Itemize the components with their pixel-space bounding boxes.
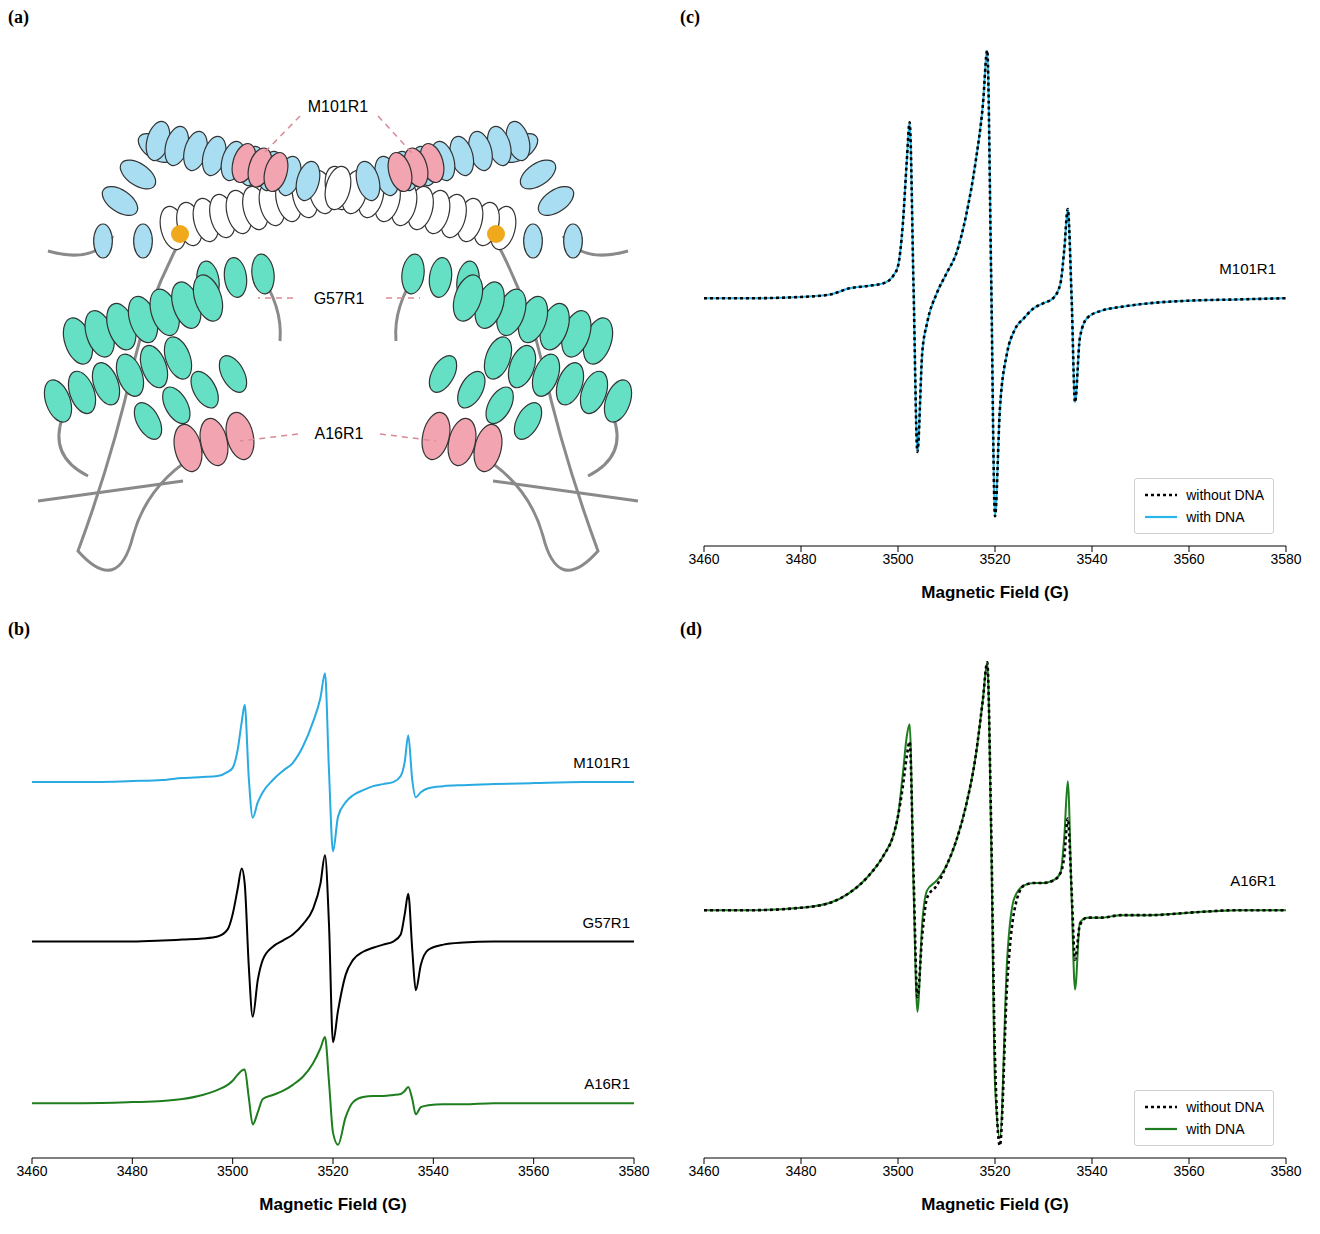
svg-text:3560: 3560 (518, 1163, 549, 1179)
svg-text:3520: 3520 (979, 1163, 1010, 1179)
svg-text:3540: 3540 (418, 1163, 449, 1179)
html-text:with DNA: with DNA (1186, 1121, 1245, 1137)
svg-text:3540: 3540 (1076, 551, 1107, 567)
svg-text:3500: 3500 (217, 1163, 248, 1179)
html-text:without DNA: without DNA (1186, 1099, 1264, 1115)
svg-text:3480: 3480 (785, 551, 816, 567)
svg-text:Magnetic Field (G): Magnetic Field (G) (921, 1195, 1068, 1214)
svg-text:3500: 3500 (882, 1163, 913, 1179)
html-text:M101R1: M101R1 (1219, 260, 1276, 277)
svg-text:3480: 3480 (785, 1163, 816, 1179)
svg-text:3460: 3460 (688, 1163, 719, 1179)
svg-text:3560: 3560 (1173, 1163, 1204, 1179)
html-text:A16R1: A16R1 (1230, 872, 1276, 889)
svg-text:3540: 3540 (1076, 1163, 1107, 1179)
svg-text:M101R1: M101R1 (573, 754, 630, 771)
html-text:without DNA: without DNA (1186, 487, 1264, 503)
svg-text:G57R1: G57R1 (314, 290, 365, 307)
svg-text:3460: 3460 (16, 1163, 47, 1179)
svg-text:Magnetic Field (G): Magnetic Field (G) (921, 583, 1068, 602)
svg-text:G57R1: G57R1 (582, 914, 630, 931)
svg-text:3480: 3480 (117, 1163, 148, 1179)
svg-text:3580: 3580 (618, 1163, 649, 1179)
html-text:(c): (c) (680, 7, 700, 27)
svg-text:3500: 3500 (882, 551, 913, 567)
svg-text:3520: 3520 (317, 1163, 348, 1179)
svg-text:M101R1: M101R1 (308, 98, 369, 115)
svg-text:3580: 3580 (1270, 1163, 1301, 1179)
svg-text:A16R1: A16R1 (315, 425, 364, 442)
svg-text:3520: 3520 (979, 551, 1010, 567)
svg-text:Magnetic Field (G): Magnetic Field (G) (259, 1195, 406, 1214)
html-text:(d): (d) (680, 619, 702, 639)
html-text:(b): (b) (8, 619, 30, 639)
svg-text:A16R1: A16R1 (584, 1075, 630, 1092)
svg-text:3580: 3580 (1270, 551, 1301, 567)
svg-text:3560: 3560 (1173, 551, 1204, 567)
html-text:(a): (a) (8, 7, 29, 27)
html-text:with DNA: with DNA (1186, 509, 1245, 525)
svg-text:3460: 3460 (688, 551, 719, 567)
